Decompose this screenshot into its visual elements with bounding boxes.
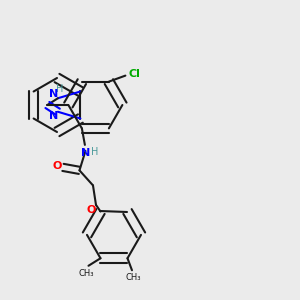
Text: CH₃: CH₃ xyxy=(79,269,94,278)
Text: H: H xyxy=(91,147,98,157)
Text: O: O xyxy=(53,161,62,171)
Text: N: N xyxy=(49,111,58,121)
Text: N: N xyxy=(81,148,90,158)
Text: N: N xyxy=(49,89,58,99)
Text: H: H xyxy=(56,84,63,94)
Text: O: O xyxy=(87,205,96,215)
Text: Cl: Cl xyxy=(128,69,140,79)
Text: CH₃: CH₃ xyxy=(125,273,141,282)
